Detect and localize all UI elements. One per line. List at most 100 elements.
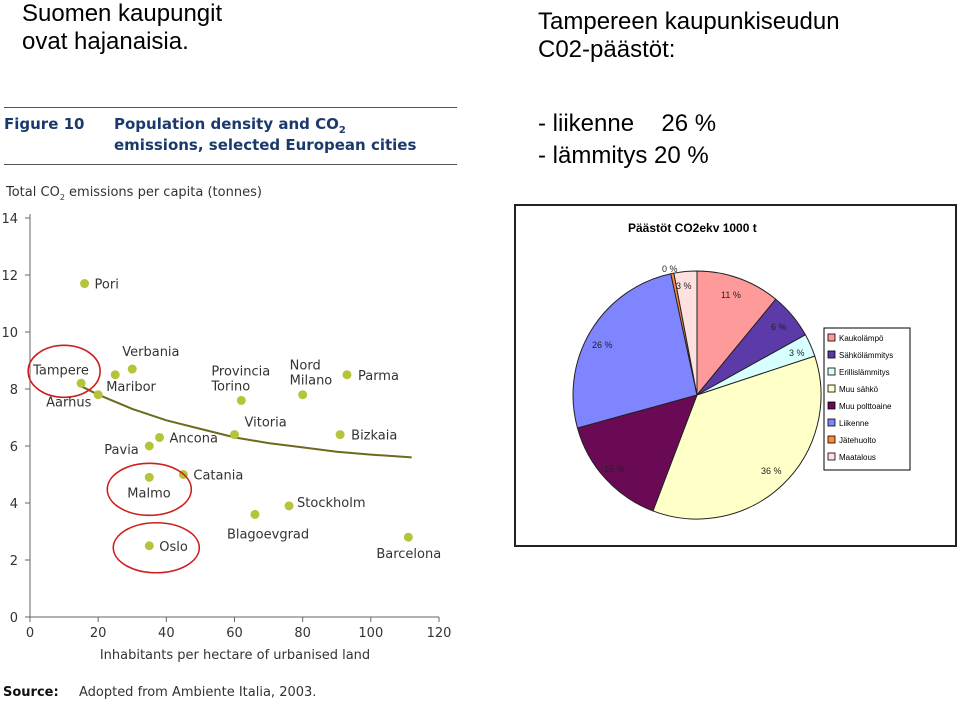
y-tick-label: 4 [10, 497, 18, 512]
pie-slice [673, 270, 698, 396]
data-point [250, 509, 260, 519]
bullet-traffic-text: - liikenne [538, 110, 635, 137]
highlight-circle [106, 462, 193, 517]
data-point [284, 501, 294, 511]
point-label-line: Maribor [106, 380, 156, 395]
data-point [144, 472, 154, 482]
data-point [335, 430, 345, 440]
x-tick-label: 120 [427, 626, 452, 641]
data-point [342, 370, 352, 380]
source-label: Source: [3, 685, 59, 700]
scatter-chart: Total CO2 emissions per capita (tonnes) 0… [1, 185, 452, 663]
data-point [110, 370, 120, 380]
y-tick-label: 12 [1, 269, 18, 284]
legend-entry: Jätehuolto [839, 436, 876, 445]
point-label: Bizkaia [351, 429, 397, 444]
point-label: Pori [95, 278, 119, 293]
legend-entry: Muu sähkö [839, 385, 879, 394]
legend-entry: Kaukolämpö [839, 334, 884, 343]
source-line: Source: Adopted from Ambiente Italia, 20… [3, 685, 316, 700]
point-label: Maribor [106, 380, 156, 395]
source-text: Adopted from Ambiente Italia, 2003. [78, 685, 317, 700]
left-heading-line2: ovat hajanaisia. [22, 28, 189, 55]
legend-swatch [827, 367, 836, 376]
point-label-line: Pori [95, 278, 119, 293]
point-label-line: Oslo [159, 540, 188, 555]
point-label-line: Verbania [122, 345, 179, 360]
data-point [236, 395, 246, 405]
pie-slice-label: 36 % [761, 466, 782, 476]
point-label: Pavia [104, 443, 138, 458]
point-label-line: Aarhus [46, 396, 91, 411]
pie-slice-label: 3 % [789, 348, 805, 358]
left-heading-line1: Suomen kaupungit [22, 0, 223, 27]
point-label: Verbania [122, 345, 179, 360]
figure-label: Figure 10 [4, 115, 85, 133]
y-tick-label: 8 [10, 383, 18, 398]
legend-entry: Sähkölämmitys [839, 351, 893, 360]
bullet-heating: - lämmitys 20 % [538, 142, 709, 169]
point-label-line: Parma [358, 369, 399, 384]
data-point [80, 279, 90, 289]
figure-title-line1: Population density and CO2 [114, 115, 346, 136]
point-label-line: Stockholm [297, 496, 365, 511]
pie-legend [823, 327, 911, 471]
legend-swatch [827, 418, 836, 427]
pie-slice-label: 3 % [676, 281, 692, 291]
point-label-line: Provincia [211, 364, 270, 379]
legend-swatch [827, 350, 836, 359]
point-label: Blagoevgrad [227, 527, 309, 542]
left-heading: Suomen kaupungit ovat hajanaisia. [22, 0, 222, 56]
x-axis-title: Inhabitants per hectare of urbanised lan… [100, 648, 370, 663]
legend-swatch [827, 452, 836, 461]
figure-title-sub: 2 [338, 125, 346, 136]
x-tick-label: 0 [26, 626, 34, 641]
point-label-line: Barcelona [376, 547, 441, 562]
right-heading: Tampereen kaupunkiseudun C02-päästöt: [538, 8, 840, 64]
highlight-circle [112, 521, 201, 574]
legend-entry: Liikenne [839, 419, 869, 428]
pie-chart-box: Päästöt CO2ekv 1000 t 11 % 6 % 3 % 36 % 15 % 2… [514, 204, 957, 547]
highlight-circle [27, 344, 101, 399]
point-label: Barcelona [376, 547, 441, 562]
figure-title-line2: emissions, selected European cities [114, 136, 417, 154]
point-label-line: Nord [290, 359, 321, 374]
point-label: Catania [193, 469, 243, 484]
point-label-line: Catania [193, 469, 243, 484]
point-label: Tampere [32, 363, 89, 378]
y-tick-label: 10 [1, 326, 18, 341]
x-tick-label: 60 [226, 626, 243, 641]
legend-swatch [827, 401, 836, 410]
legend-swatch [827, 384, 836, 393]
pie-slice [576, 394, 698, 512]
y-tick-label: 6 [10, 440, 18, 455]
legend-swatch [827, 435, 836, 444]
data-point [403, 532, 413, 542]
point-label-line: Blagoevgrad [227, 527, 309, 542]
point-label-line: Ancona [170, 431, 218, 446]
pie-slice-label: 15 % [604, 464, 625, 474]
right-heading-line1: Tampereen kaupunkiseudun [538, 8, 840, 35]
figure-title-box: Figure 10 Population density and CO2 emi… [4, 107, 457, 165]
pie-slice [572, 273, 698, 429]
data-point [144, 541, 154, 551]
point-label: Malmo [127, 486, 170, 501]
pie-slice [696, 270, 777, 397]
point-label: Nord Milano [290, 359, 333, 389]
point-label: Aarhus [46, 396, 91, 411]
point-label-line: Pavia [104, 443, 138, 458]
legend-entry: Erillislämmitys [839, 368, 890, 377]
y-axis-title-part: Total CO [5, 185, 60, 200]
point-label-line: Milano [290, 374, 333, 389]
figure-title-text: Population density and CO [114, 115, 339, 133]
pie-slice-label: 26 % [592, 340, 613, 350]
point-label: Ancona [170, 431, 218, 446]
y-axis-title: Total CO2 emissions per capita (tonnes) [5, 185, 262, 202]
y-tick-label: 0 [10, 611, 18, 626]
pie-slice-label: 11 % [721, 290, 741, 300]
data-point [155, 432, 165, 442]
data-point [298, 390, 308, 400]
data-point [76, 378, 86, 388]
point-label-line: Bizkaia [351, 429, 397, 444]
y-tick-label: 2 [10, 554, 18, 569]
